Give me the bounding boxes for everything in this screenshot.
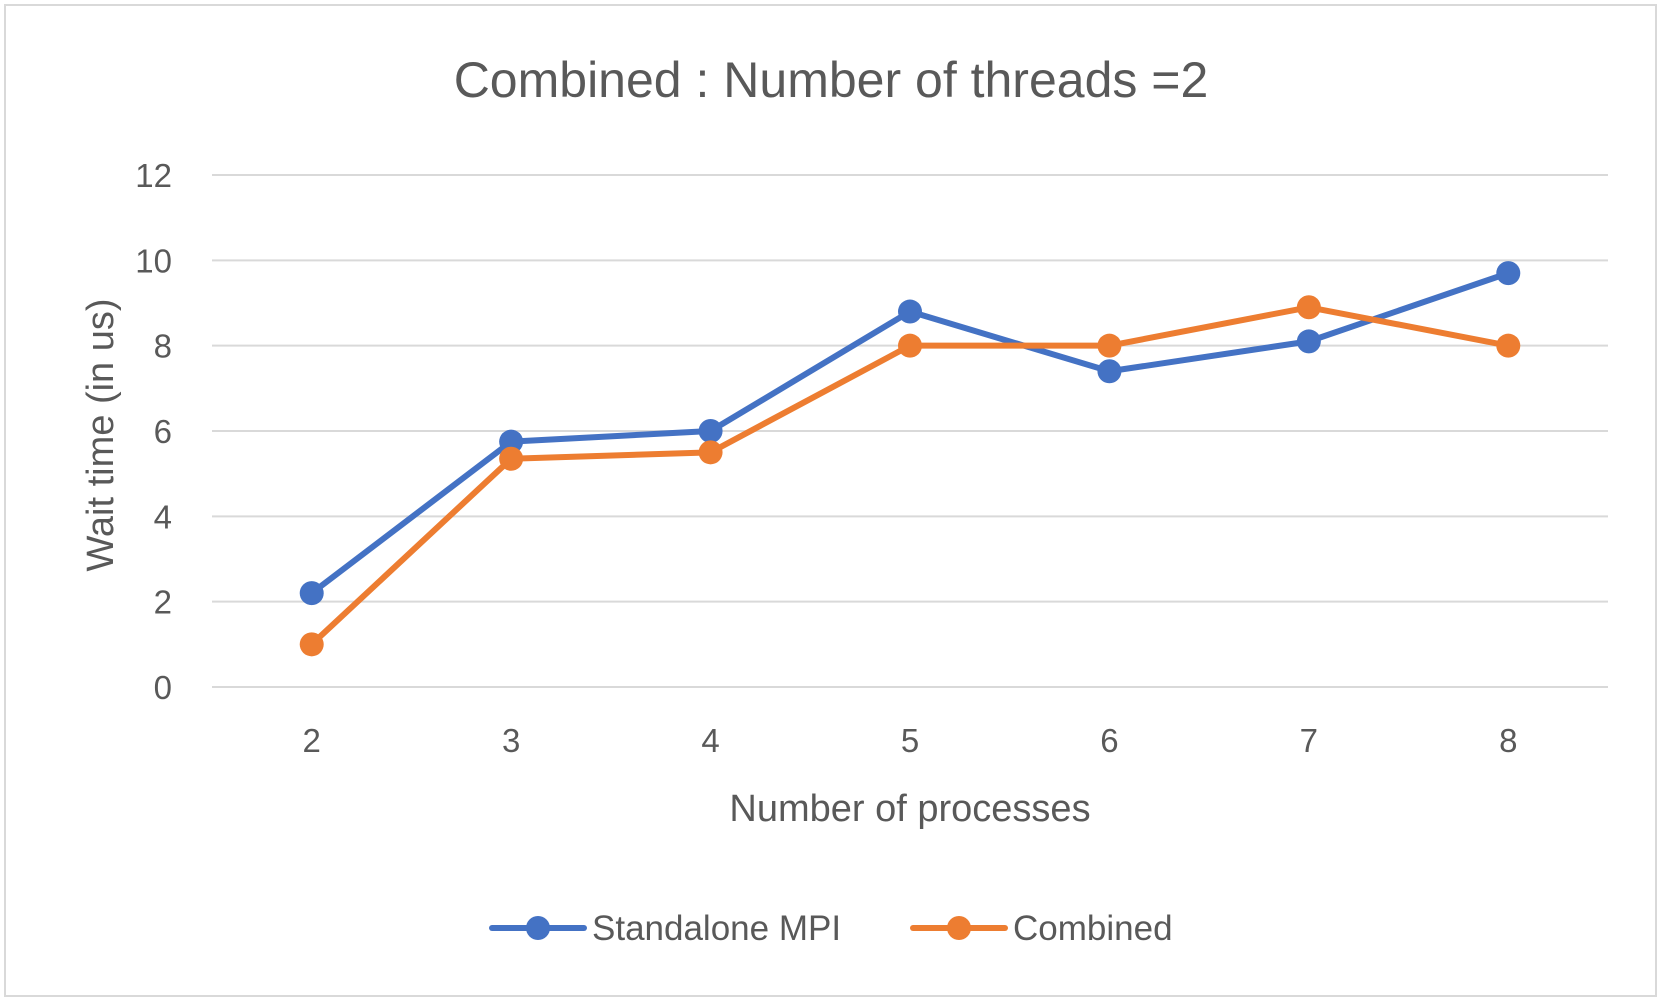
legend-marker <box>947 916 971 940</box>
data-point <box>898 299 922 324</box>
y-tick-label: 6 <box>154 413 172 450</box>
data-point <box>499 446 524 471</box>
data-point <box>1097 333 1122 358</box>
data-point <box>1496 333 1521 358</box>
series-0 <box>299 261 1521 606</box>
gridlines <box>212 174 1608 688</box>
x-tick-label: 8 <box>1499 722 1517 759</box>
x-axis-title: Number of processes <box>729 788 1090 830</box>
data-point <box>698 440 723 465</box>
data-point <box>1496 261 1521 286</box>
chart-title: Combined : Number of threads =2 <box>454 52 1209 108</box>
legend: Standalone MPI Combined <box>489 909 1173 948</box>
x-tick-label: 2 <box>303 722 321 759</box>
data-point <box>1097 359 1122 384</box>
chart-frame <box>4 4 1657 997</box>
data-point <box>299 632 324 657</box>
data-point <box>698 419 723 443</box>
legend-entry: Standalone MPI <box>489 909 841 948</box>
x-axis-tick-labels: 2 3 4 5 6 7 8 <box>303 722 1518 759</box>
series-1 <box>299 295 1521 657</box>
y-tick-label: 10 <box>135 242 172 279</box>
y-tick-label: 2 <box>154 584 172 621</box>
legend-label: Standalone MPI <box>592 909 841 948</box>
data-point <box>499 429 524 454</box>
legend-label: Combined <box>1013 909 1173 948</box>
y-axis-tick-labels: 0 2 4 6 8 10 12 <box>135 157 172 706</box>
y-tick-label: 8 <box>154 328 172 365</box>
series-line <box>308 304 1512 648</box>
data-point <box>299 581 324 606</box>
x-tick-label: 7 <box>1300 722 1318 759</box>
x-tick-label: 5 <box>901 722 919 759</box>
data-series <box>299 261 1521 657</box>
legend-marker <box>526 916 550 940</box>
y-axis-title: Wait time (in us) <box>80 298 122 571</box>
y-tick-label: 0 <box>154 669 172 706</box>
legend-entry: Combined <box>910 909 1173 948</box>
x-tick-label: 6 <box>1100 722 1118 759</box>
data-point <box>1296 295 1321 320</box>
data-point <box>898 333 922 358</box>
y-tick-label: 12 <box>135 157 172 194</box>
y-tick-label: 4 <box>154 498 172 535</box>
x-tick-label: 3 <box>502 722 520 759</box>
data-point <box>1296 329 1321 354</box>
x-tick-label: 4 <box>701 722 719 759</box>
